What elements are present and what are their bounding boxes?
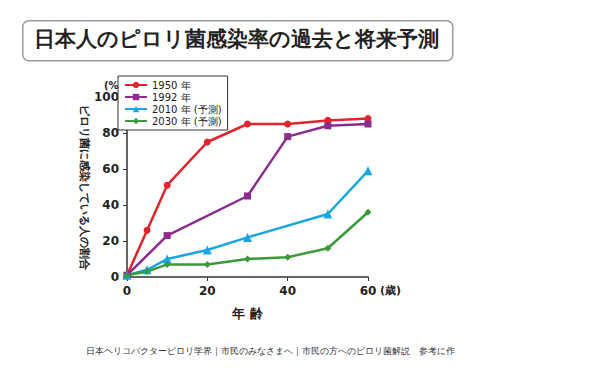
svg-text:60: 60 (102, 162, 119, 176)
svg-text:日本ヘリコバクターピロリ学界｜市民のみなさまへ｜市民の方への: 日本ヘリコバクターピロリ学界｜市民のみなさまへ｜市民の方へのピロリ菌解説 参考に… (86, 346, 455, 357)
svg-text:80: 80 (102, 126, 119, 140)
svg-text:0: 0 (123, 284, 131, 298)
svg-text:(歳): (歳) (380, 284, 401, 297)
svg-text:100: 100 (94, 90, 119, 104)
svg-text:年 齢: 年 齢 (231, 306, 264, 321)
svg-text:ピロリ菌に感染している人の割合: ピロリ菌に感染している人の割合 (78, 105, 91, 271)
svg-text:1992 年: 1992 年 (152, 92, 191, 103)
svg-text:1950 年: 1950 年 (152, 80, 191, 91)
svg-text:40: 40 (279, 284, 296, 298)
svg-text:2010 年 (予測): 2010 年 (予測) (152, 104, 222, 115)
svg-text:40: 40 (102, 198, 119, 212)
svg-text:0: 0 (111, 270, 119, 284)
svg-text:60: 60 (360, 284, 377, 298)
svg-text:日本人のピロリ菌感染率の過去と将来予測: 日本人のピロリ菌感染率の過去と将来予測 (34, 27, 439, 51)
svg-text:20: 20 (199, 284, 216, 298)
svg-text:2030 年 (予測): 2030 年 (予測) (152, 116, 222, 127)
svg-text:20: 20 (102, 234, 119, 248)
